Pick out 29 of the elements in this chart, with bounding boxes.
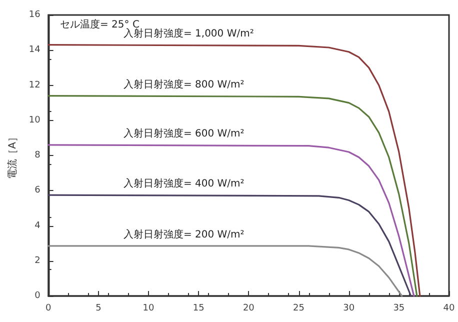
line-series	[48, 94, 418, 297]
y-tick-label: 8	[34, 150, 41, 160]
series-label: 入射日射強度= 600 W/m²	[123, 127, 244, 140]
series-label: 入射日射強度= 200 W/m²	[123, 228, 244, 240]
y-tick-label: 12	[28, 80, 40, 90]
x-tick-label: 15	[192, 304, 204, 314]
line-series	[48, 194, 412, 297]
line-series	[48, 144, 415, 297]
series-label: 入射日射強度= 400 W/m²	[123, 178, 244, 190]
y-axis-title: 電流［A］	[6, 132, 18, 179]
y-tick-label: 16	[28, 10, 41, 20]
y-tick-label: 14	[28, 45, 41, 56]
line-series	[48, 44, 421, 297]
y-tick-label: 4	[34, 220, 41, 231]
x-tick-label: 25	[293, 304, 304, 314]
x-tick-label: 30	[343, 304, 355, 314]
series-label: 入射日射強度= 1,000 W/m²	[123, 27, 254, 40]
x-tick-label: 20	[242, 304, 255, 314]
x-tick-label: 10	[142, 304, 155, 314]
x-tick-label: 0	[45, 304, 52, 314]
y-tick-label: 0	[34, 291, 41, 301]
y-tick-label: 6	[34, 186, 41, 196]
series-label: 入射日射強度= 800 W/m²	[123, 78, 244, 90]
x-tick-label: 40	[443, 304, 455, 314]
x-tick-label: 5	[96, 304, 102, 314]
y-tick-label: 2	[34, 256, 40, 266]
line-series	[48, 245, 403, 297]
x-tick-label: 35	[393, 304, 405, 314]
y-tick-label: 10	[28, 115, 41, 126]
